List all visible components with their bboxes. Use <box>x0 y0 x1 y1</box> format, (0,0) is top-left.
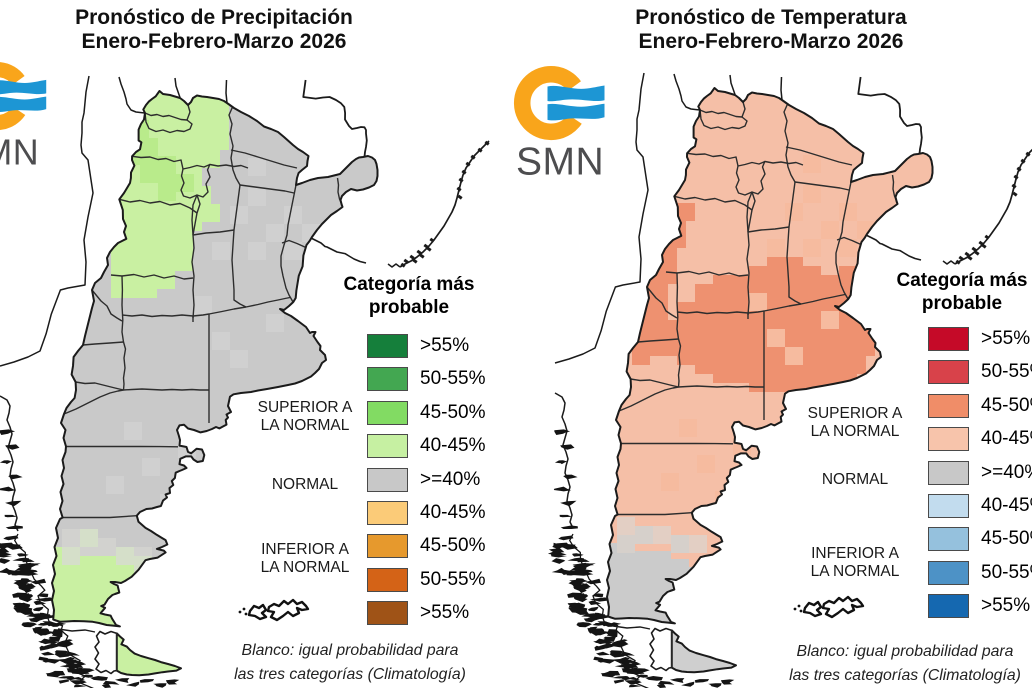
svg-text:SMN: SMN <box>0 133 39 173</box>
svg-text:SMN: SMN <box>516 141 604 184</box>
